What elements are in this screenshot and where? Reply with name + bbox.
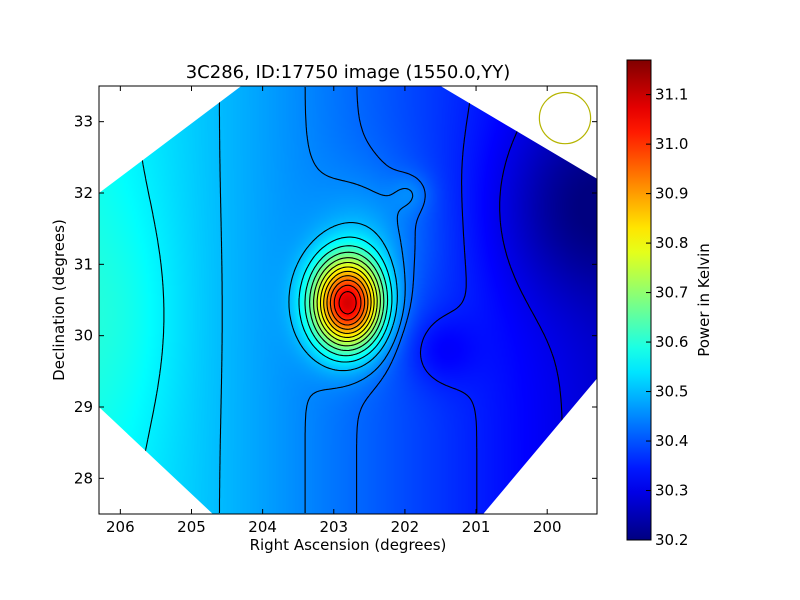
y-tick-label: 32 bbox=[74, 184, 93, 202]
x-tick-label: 204 bbox=[248, 518, 277, 536]
contour-line-2 bbox=[356, 87, 426, 513]
x-axis-label: Right Ascension (degrees) bbox=[250, 536, 447, 554]
heatmap-image bbox=[99, 86, 597, 514]
contour-line-13 bbox=[329, 279, 366, 326]
colorbar-tick-label: 30.4 bbox=[655, 432, 688, 450]
contour-line-14 bbox=[333, 284, 362, 321]
colorbar: 30.2 30.3 30.4 30.5 30.6 30.7 30.8 30.9 31.0 31.1 bbox=[626, 59, 688, 549]
beam-circle bbox=[538, 91, 592, 145]
x-tick-label: 200 bbox=[533, 518, 562, 536]
colorbar-tick-label: 30.3 bbox=[655, 482, 688, 500]
x-tick-label: 205 bbox=[177, 518, 206, 536]
contour-line-7 bbox=[309, 251, 385, 352]
contour-line-3 bbox=[304, 86, 414, 513]
colorbar-tick-label: 31.1 bbox=[655, 86, 688, 104]
y-axis-label: Declination (degrees) bbox=[50, 219, 68, 381]
colorbar-label: Power in Kelvin bbox=[695, 243, 713, 357]
x-axis-ticks: 206 205 204 203 202 201 200 bbox=[106, 86, 562, 536]
colorbar-tick-label: 30.9 bbox=[655, 185, 688, 203]
colorbar-tick-label: 30.6 bbox=[655, 333, 688, 351]
contour-line-9 bbox=[316, 261, 378, 343]
colorbar-tick-label: 30.8 bbox=[655, 234, 688, 252]
y-tick-label: 29 bbox=[74, 398, 93, 416]
contour-line-8 bbox=[313, 257, 381, 347]
y-tick-label: 31 bbox=[74, 255, 93, 273]
y-axis-ticks: 28 29 30 31 32 33 bbox=[74, 113, 597, 487]
contour-line-15 bbox=[338, 291, 357, 315]
contour-line-12 bbox=[326, 275, 369, 330]
contour-line-11 bbox=[323, 270, 372, 334]
chart-title: 3C286, ID:17750 image (1550.0,YY) bbox=[186, 62, 511, 83]
contour-lines bbox=[134, 86, 564, 514]
x-tick-label: 206 bbox=[106, 518, 135, 536]
x-tick-label: 201 bbox=[462, 518, 491, 536]
x-tick-label: 203 bbox=[319, 518, 348, 536]
y-tick-label: 30 bbox=[74, 327, 93, 345]
colorbar-tick-label: 31.0 bbox=[655, 135, 688, 153]
plot-area: 206 205 204 203 202 201 200 28 29 30 31 32 33 bbox=[74, 85, 598, 536]
colorbar-tick-label: 30.7 bbox=[655, 284, 688, 302]
colorbar-gradient bbox=[627, 60, 651, 540]
x-tick-label: 202 bbox=[391, 518, 420, 536]
colorbar-tick-label: 30.5 bbox=[655, 383, 688, 401]
colorbar-tick-label: 30.2 bbox=[655, 531, 688, 549]
colorbar-ticks: 30.2 30.3 30.4 30.5 30.6 30.7 30.8 30.9 31.0 31.1 bbox=[646, 86, 688, 549]
y-tick-label: 33 bbox=[74, 113, 93, 131]
contour-line-10 bbox=[319, 266, 375, 338]
contour-line-6 bbox=[304, 245, 389, 357]
y-tick-label: 28 bbox=[74, 469, 93, 487]
colorbar-frame bbox=[626, 59, 652, 541]
plot-frame bbox=[98, 85, 598, 515]
